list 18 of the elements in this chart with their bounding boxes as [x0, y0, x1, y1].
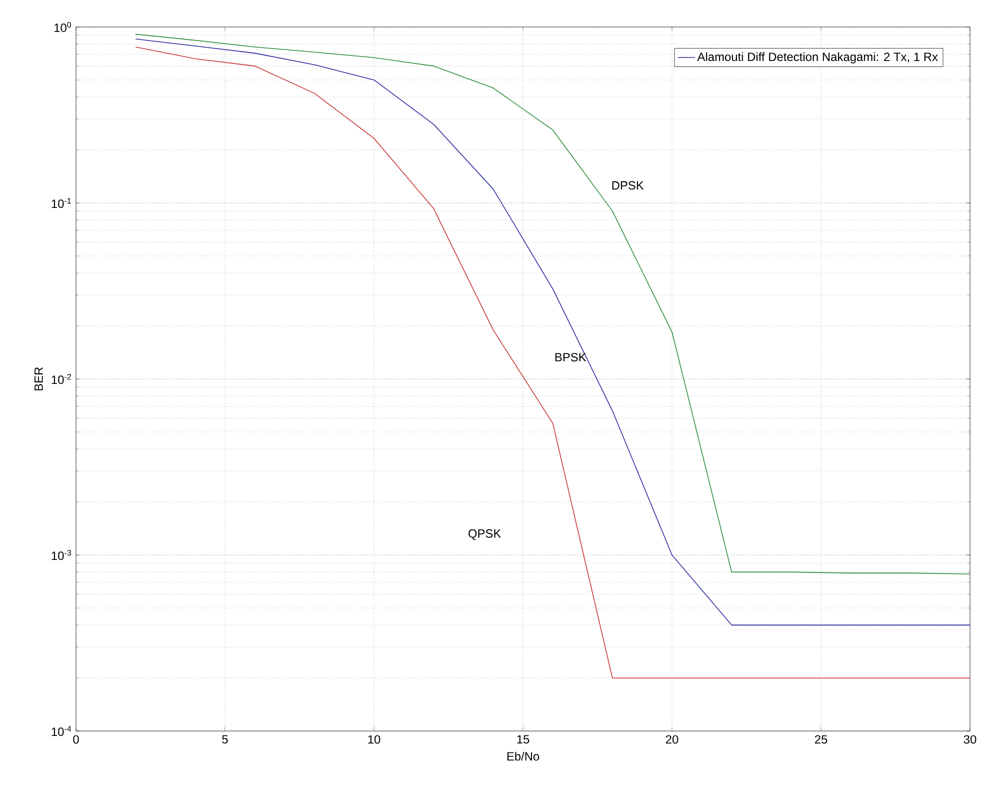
y-tick-label: 10$^{-4}$: [52, 726, 72, 736]
y-tick-label: 10$^{-1}$: [52, 198, 71, 208]
x-tick-label: 15: [517, 735, 530, 744]
x-axis-title: Eb/No: [507, 752, 540, 761]
annotation: DPSK: [612, 181, 644, 190]
x-tick-label: 5: [222, 735, 228, 744]
annotation: QPSK: [468, 529, 502, 540]
legend-label: Alamouti Diff Detection Nakagami: 2 Tx, 1 Rx: [697, 52, 938, 64]
annotation: BPSK: [555, 352, 586, 362]
x-tick-label: 25: [814, 735, 828, 744]
y-tick-label: 10$^{-2}$: [52, 374, 71, 384]
y-axis-title: BER: [34, 367, 43, 390]
x-tick-label: 10: [368, 735, 380, 744]
x-tick-label: 30: [964, 735, 976, 744]
y-tick-label: 10$^{-3}$: [52, 550, 71, 560]
x-tick-label: 0: [73, 735, 79, 744]
y-tick-label: 10$^{0}$: [54, 22, 72, 32]
x-tick-label: 20: [666, 735, 678, 744]
